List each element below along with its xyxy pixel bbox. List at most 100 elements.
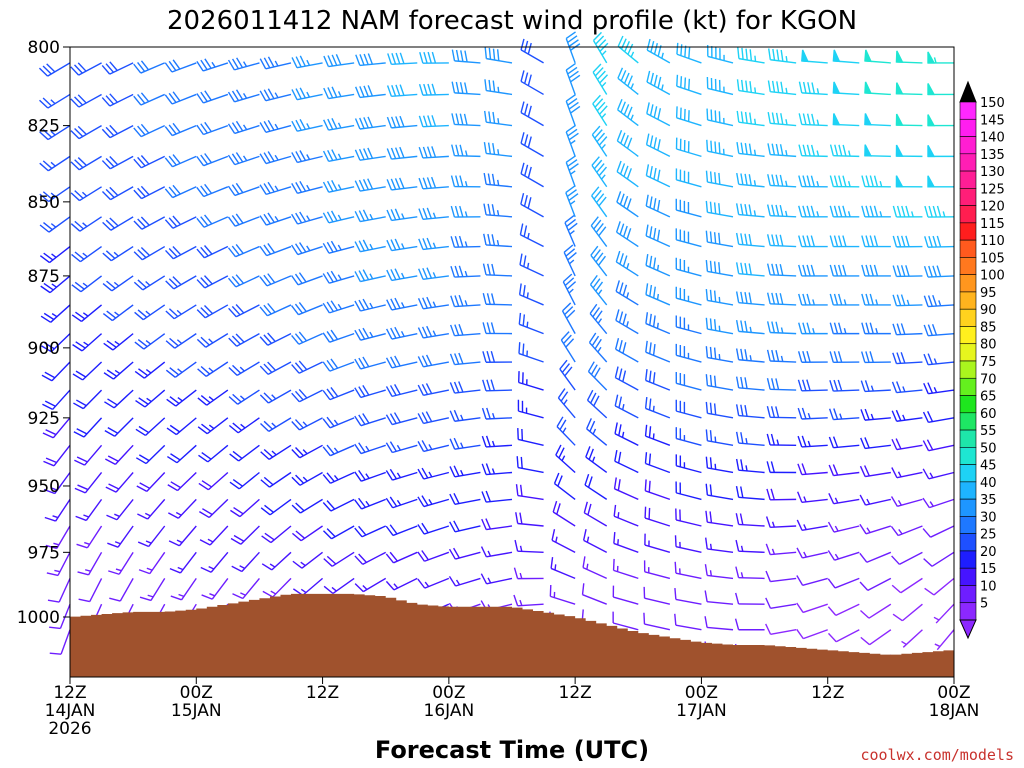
wind-barb: [70, 124, 102, 140]
wind-barb: [766, 406, 797, 419]
wind-barb: [227, 244, 260, 258]
wind-barb: [861, 175, 891, 188]
wind-barb: [892, 205, 923, 218]
colorbar-tick-label: 55: [980, 424, 997, 439]
wind-barb: [922, 411, 955, 424]
wind-barb: [354, 442, 386, 455]
wind-barb: [166, 389, 197, 407]
wind-barb: [890, 525, 923, 537]
wind-barb: [796, 547, 828, 559]
wind-barb: [450, 265, 481, 278]
wind-barb: [259, 212, 292, 226]
wind-barb: [109, 578, 134, 602]
wind-barb: [798, 322, 828, 335]
wind-barb: [861, 205, 891, 218]
wind-barb: [592, 31, 609, 64]
wind-barb: [766, 349, 797, 363]
wind-barb: [829, 322, 860, 335]
wind-barb: [418, 207, 449, 221]
wind-barb: [644, 424, 671, 446]
wind-barb: [322, 386, 355, 401]
wind-barb: [449, 465, 481, 478]
wind-barb: [137, 525, 166, 548]
wind-barb: [590, 245, 608, 277]
wind-barb: [767, 111, 797, 127]
wind-barb: [322, 179, 355, 193]
wind-barb: [417, 550, 450, 562]
wind-barb: [385, 524, 418, 537]
wind-barb: [259, 389, 292, 404]
wind-barb: [259, 273, 292, 287]
wind-barb: [108, 551, 134, 575]
wind-barb: [705, 200, 734, 218]
wind-barb: [519, 223, 544, 248]
wind-barbs-layer: [38, 31, 955, 676]
wind-barb: [418, 267, 449, 280]
wind-barb: [520, 38, 544, 64]
wind-barb: [228, 417, 260, 434]
wind-barb: [927, 83, 954, 96]
wind-barb: [199, 525, 229, 546]
wind-barb: [735, 486, 765, 501]
wind-barb: [73, 389, 103, 410]
wind-barb: [735, 291, 765, 306]
wind-barb: [832, 49, 860, 64]
wind-barb: [767, 143, 797, 158]
wind-barb: [449, 352, 481, 366]
wind-barb: [197, 389, 229, 406]
wind-barb: [895, 113, 923, 127]
wind-barb: [924, 205, 955, 218]
wind-barb: [590, 216, 608, 247]
wind-barb: [705, 230, 734, 248]
wind-barb: [828, 408, 860, 421]
wind-barb: [832, 81, 860, 96]
credit-text: coolwx.com/models: [860, 746, 1014, 764]
wind-barb: [892, 265, 923, 278]
wind-barb: [513, 567, 544, 580]
wind-barb: [829, 205, 860, 218]
wind-barb: [450, 294, 481, 308]
wind-barb: [829, 175, 860, 188]
wind-barb: [613, 504, 639, 527]
wind-barb: [520, 192, 544, 218]
wind-barb: [645, 369, 671, 391]
colorbar-cell: [959, 585, 977, 604]
wind-barb: [481, 407, 513, 420]
wind-barb: [565, 94, 581, 126]
wind-barb: [675, 257, 702, 277]
wind-barb: [675, 198, 702, 218]
colorbar-tick-label: 20: [980, 545, 997, 560]
colorbar-cell: [959, 205, 977, 224]
wind-barb: [643, 560, 671, 580]
wind-barb: [74, 472, 103, 494]
wind-barb: [585, 446, 608, 474]
colorbar-cell: [959, 395, 977, 414]
wind-barb: [231, 551, 260, 573]
wind-barb: [386, 177, 418, 191]
wind-barb: [517, 428, 544, 447]
wind-barb: [922, 439, 955, 452]
wind-barb: [555, 444, 576, 474]
wind-barb: [735, 348, 765, 363]
wind-barb: [927, 145, 954, 158]
wind-barb: [354, 551, 387, 565]
wind-barb: [322, 329, 355, 343]
wind-barb: [197, 361, 229, 377]
wind-barb: [484, 79, 513, 96]
wind-barb: [766, 488, 797, 501]
wind-barb: [562, 273, 577, 306]
wind-barb: [44, 498, 71, 522]
wind-barb: [260, 417, 292, 432]
x-tick-label: 12Z: [559, 683, 592, 703]
wind-barb: [354, 116, 386, 130]
wind-barb: [582, 529, 608, 553]
y-tick-label: 800: [28, 38, 60, 58]
wind-barb: [923, 353, 955, 366]
wind-barb: [40, 275, 71, 294]
wind-barb: [674, 561, 702, 580]
wind-barb: [385, 551, 418, 564]
wind-barb: [292, 577, 324, 596]
wind-barb: [704, 616, 734, 631]
colorbar-cell: [959, 377, 977, 396]
colorbar-cell: [959, 343, 977, 362]
